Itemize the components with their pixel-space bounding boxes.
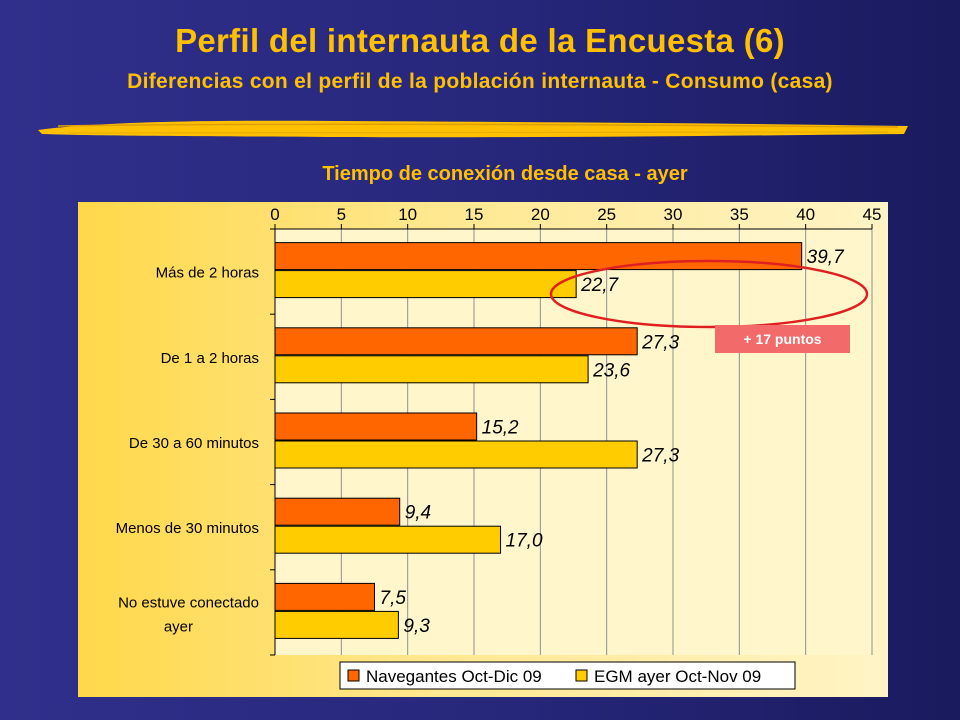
legend-swatch: [575, 669, 588, 682]
points-badge: + 17 puntos: [715, 325, 850, 353]
x-tick-label: 35: [730, 205, 749, 224]
data-label: 17,0: [506, 531, 543, 552]
highlight-ellipse: [549, 259, 869, 329]
bar-navegantes: [274, 497, 401, 526]
category-label: De 1 a 2 horas: [161, 350, 259, 367]
brush-stroke-divider: [38, 120, 908, 138]
bar-chart: 0 5 10 15 20 25 30 35 40 45 Más de 2 horas 39,7 22,7…: [116, 205, 882, 690]
category-label: De 30 a 60 minutos: [129, 435, 259, 452]
x-tick-label: 45: [863, 205, 882, 224]
x-tick-label: 40: [796, 205, 815, 224]
bar-egm: [274, 270, 577, 299]
bar-egm: [274, 355, 589, 384]
data-label: 27,3: [641, 446, 679, 467]
legend-swatch: [347, 669, 360, 682]
x-tick-label: 5: [337, 205, 346, 224]
data-label: 39,7: [807, 247, 845, 268]
legend-label: Navegantes Oct-Dic 09: [366, 667, 542, 686]
data-label: 23,6: [592, 360, 630, 381]
slide-title: Perfil del internauta de la Encuesta (6): [175, 22, 785, 59]
data-label: 9,4: [405, 503, 431, 524]
chart-area: 0 5 10 15 20 25 30 35 40 45 Más de 2 horas 39,7 22,7…: [78, 202, 888, 697]
data-label: 15,2: [482, 418, 519, 439]
bar-egm: [274, 525, 502, 554]
bar-egm: [274, 440, 638, 469]
x-tick-label: 10: [398, 205, 417, 224]
bar-navegantes: [274, 412, 478, 441]
legend-label: EGM ayer Oct-Nov 09: [594, 667, 761, 686]
bar-navegantes: [274, 582, 375, 611]
data-label: 27,3: [641, 332, 679, 353]
x-tick-label: 25: [597, 205, 616, 224]
bar-navegantes: [274, 327, 638, 356]
category-label: Más de 2 horas: [156, 265, 259, 282]
category-label: Menos de 30 minutos: [116, 520, 259, 537]
x-tick-label: 0: [270, 205, 279, 224]
chart-heading: Tiempo de conexión desde casa - ayer: [322, 163, 688, 185]
data-label: 7,5: [380, 588, 407, 609]
x-tick-label: 15: [465, 205, 484, 224]
bar-navegantes: [274, 242, 803, 271]
category-label: No estuve conectado ayer: [118, 594, 259, 635]
legend-box: [339, 661, 796, 690]
data-label: 9,3: [403, 616, 430, 637]
x-tick-label: 20: [531, 205, 550, 224]
slide-subtitle: Diferencias con el perfil de la població…: [127, 70, 833, 93]
bar-egm: [274, 610, 399, 639]
data-label: 22,7: [580, 275, 619, 296]
x-tick-label: 30: [664, 205, 683, 224]
